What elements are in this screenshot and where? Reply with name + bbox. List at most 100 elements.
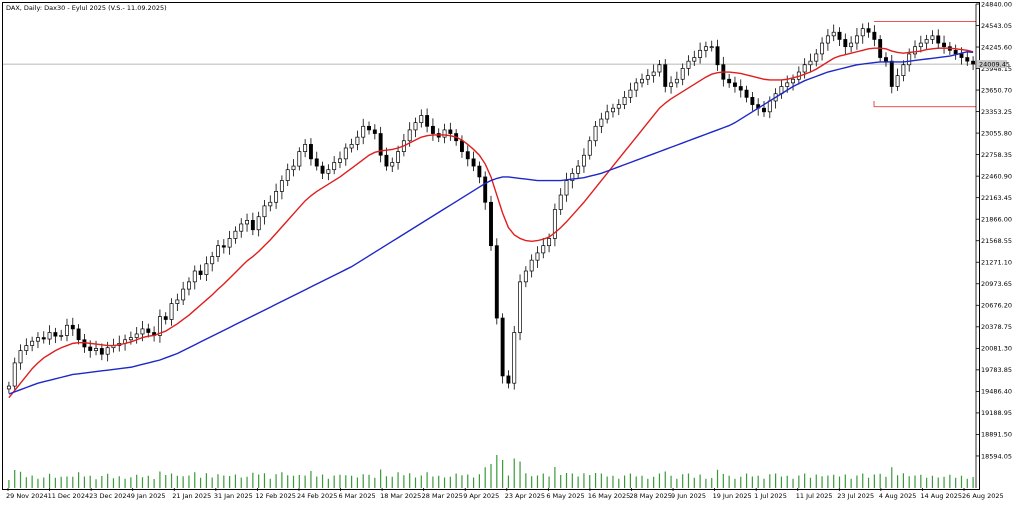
y-tick-label: 21271.10	[981, 259, 1012, 267]
volume-bar	[14, 470, 16, 488]
volume-bar	[66, 476, 68, 488]
candle	[465, 145, 470, 167]
candle	[94, 340, 98, 356]
candle	[692, 50, 697, 66]
x-tick-label: 21 Jan 2025	[172, 492, 211, 500]
volume-bar	[658, 473, 661, 488]
volume-bar	[891, 467, 893, 488]
x-tick-label: 23 Dec 2024	[89, 492, 131, 500]
volume-bar	[414, 477, 417, 488]
volume-bar	[60, 476, 62, 488]
candle	[187, 277, 191, 296]
volume-bar	[54, 477, 56, 488]
candle	[541, 238, 546, 259]
y-tick-label: 20081.30	[981, 345, 1012, 353]
volume-bar	[844, 474, 846, 488]
candle	[384, 147, 389, 171]
candle	[355, 130, 360, 151]
candle	[552, 203, 557, 247]
candle	[233, 226, 238, 244]
volume-bar	[618, 478, 620, 488]
volume-bar	[217, 474, 219, 488]
candle	[762, 100, 766, 117]
volume-bar	[281, 472, 283, 488]
volume-bar	[914, 475, 916, 488]
y-tick-label: 19486.40	[981, 388, 1012, 396]
volume-bar	[879, 473, 881, 488]
candle	[733, 76, 737, 93]
volume-bar	[432, 476, 434, 488]
x-tick-label: 6 May 2025	[546, 492, 584, 500]
volume-bar	[188, 475, 190, 488]
x-tick-label: 31 Jan 2025	[214, 492, 253, 500]
volume-bar	[205, 473, 207, 488]
volume-bar	[48, 473, 51, 488]
volume-bar	[258, 474, 260, 488]
volume-bar	[269, 478, 271, 488]
volume-bars	[8, 455, 974, 488]
candle	[76, 324, 81, 345]
volume-bar	[815, 474, 817, 488]
candle	[18, 344, 23, 370]
candle	[506, 370, 511, 389]
volume-bar	[856, 475, 858, 488]
volume-bar	[112, 478, 115, 488]
candle	[849, 36, 854, 53]
ma-line-0	[8, 47, 974, 399]
volume-bar	[478, 474, 480, 488]
x-tick-label: 9 Apr 2025	[463, 492, 499, 500]
candle	[581, 148, 586, 173]
candles	[6, 22, 976, 394]
candle	[657, 60, 662, 77]
y-tick-label: 20676.20	[981, 302, 1012, 310]
volume-bar	[194, 472, 196, 488]
volume-bar	[141, 477, 144, 488]
y-tick-label: 22460.90	[981, 172, 1012, 180]
volume-bar	[83, 476, 86, 488]
volume-bar	[292, 475, 295, 488]
candle	[802, 58, 807, 79]
x-tick-label: 11 Jul 2025	[796, 492, 833, 500]
volume-bar	[775, 473, 777, 488]
volume-bar	[635, 476, 637, 488]
volume-bar	[676, 478, 678, 488]
volume-bar	[571, 473, 573, 488]
volume-bar	[623, 475, 626, 488]
volume-bar	[182, 476, 184, 488]
candle	[686, 55, 691, 76]
candle	[372, 124, 377, 140]
volume-bar	[647, 478, 649, 488]
volume-bar	[8, 480, 10, 488]
volume-bar	[95, 479, 97, 488]
candle	[651, 64, 656, 83]
volume-bar	[943, 476, 945, 488]
volume-bar	[275, 474, 277, 488]
candle	[198, 264, 203, 280]
candle	[175, 293, 180, 312]
volume-bar	[19, 471, 22, 488]
candle	[471, 151, 476, 172]
volume-bar	[850, 478, 852, 488]
volume-bar	[240, 477, 242, 488]
candle	[512, 325, 517, 390]
volume-bar	[664, 471, 666, 488]
volume-bar	[949, 474, 951, 488]
volume-bar	[757, 475, 759, 488]
candle	[872, 25, 877, 47]
candle	[349, 138, 354, 153]
volume-bar	[107, 473, 109, 488]
volume-bar	[565, 473, 568, 488]
candle	[99, 343, 104, 361]
volume-bar	[554, 467, 556, 488]
candle	[361, 118, 366, 145]
volume-bar	[298, 475, 300, 488]
candle	[558, 188, 563, 215]
candle	[12, 357, 17, 392]
volume-bar	[583, 473, 585, 488]
candle	[489, 195, 493, 251]
volume-bar	[25, 477, 27, 488]
candle	[669, 76, 674, 94]
candle	[616, 99, 621, 116]
candle	[65, 318, 69, 342]
